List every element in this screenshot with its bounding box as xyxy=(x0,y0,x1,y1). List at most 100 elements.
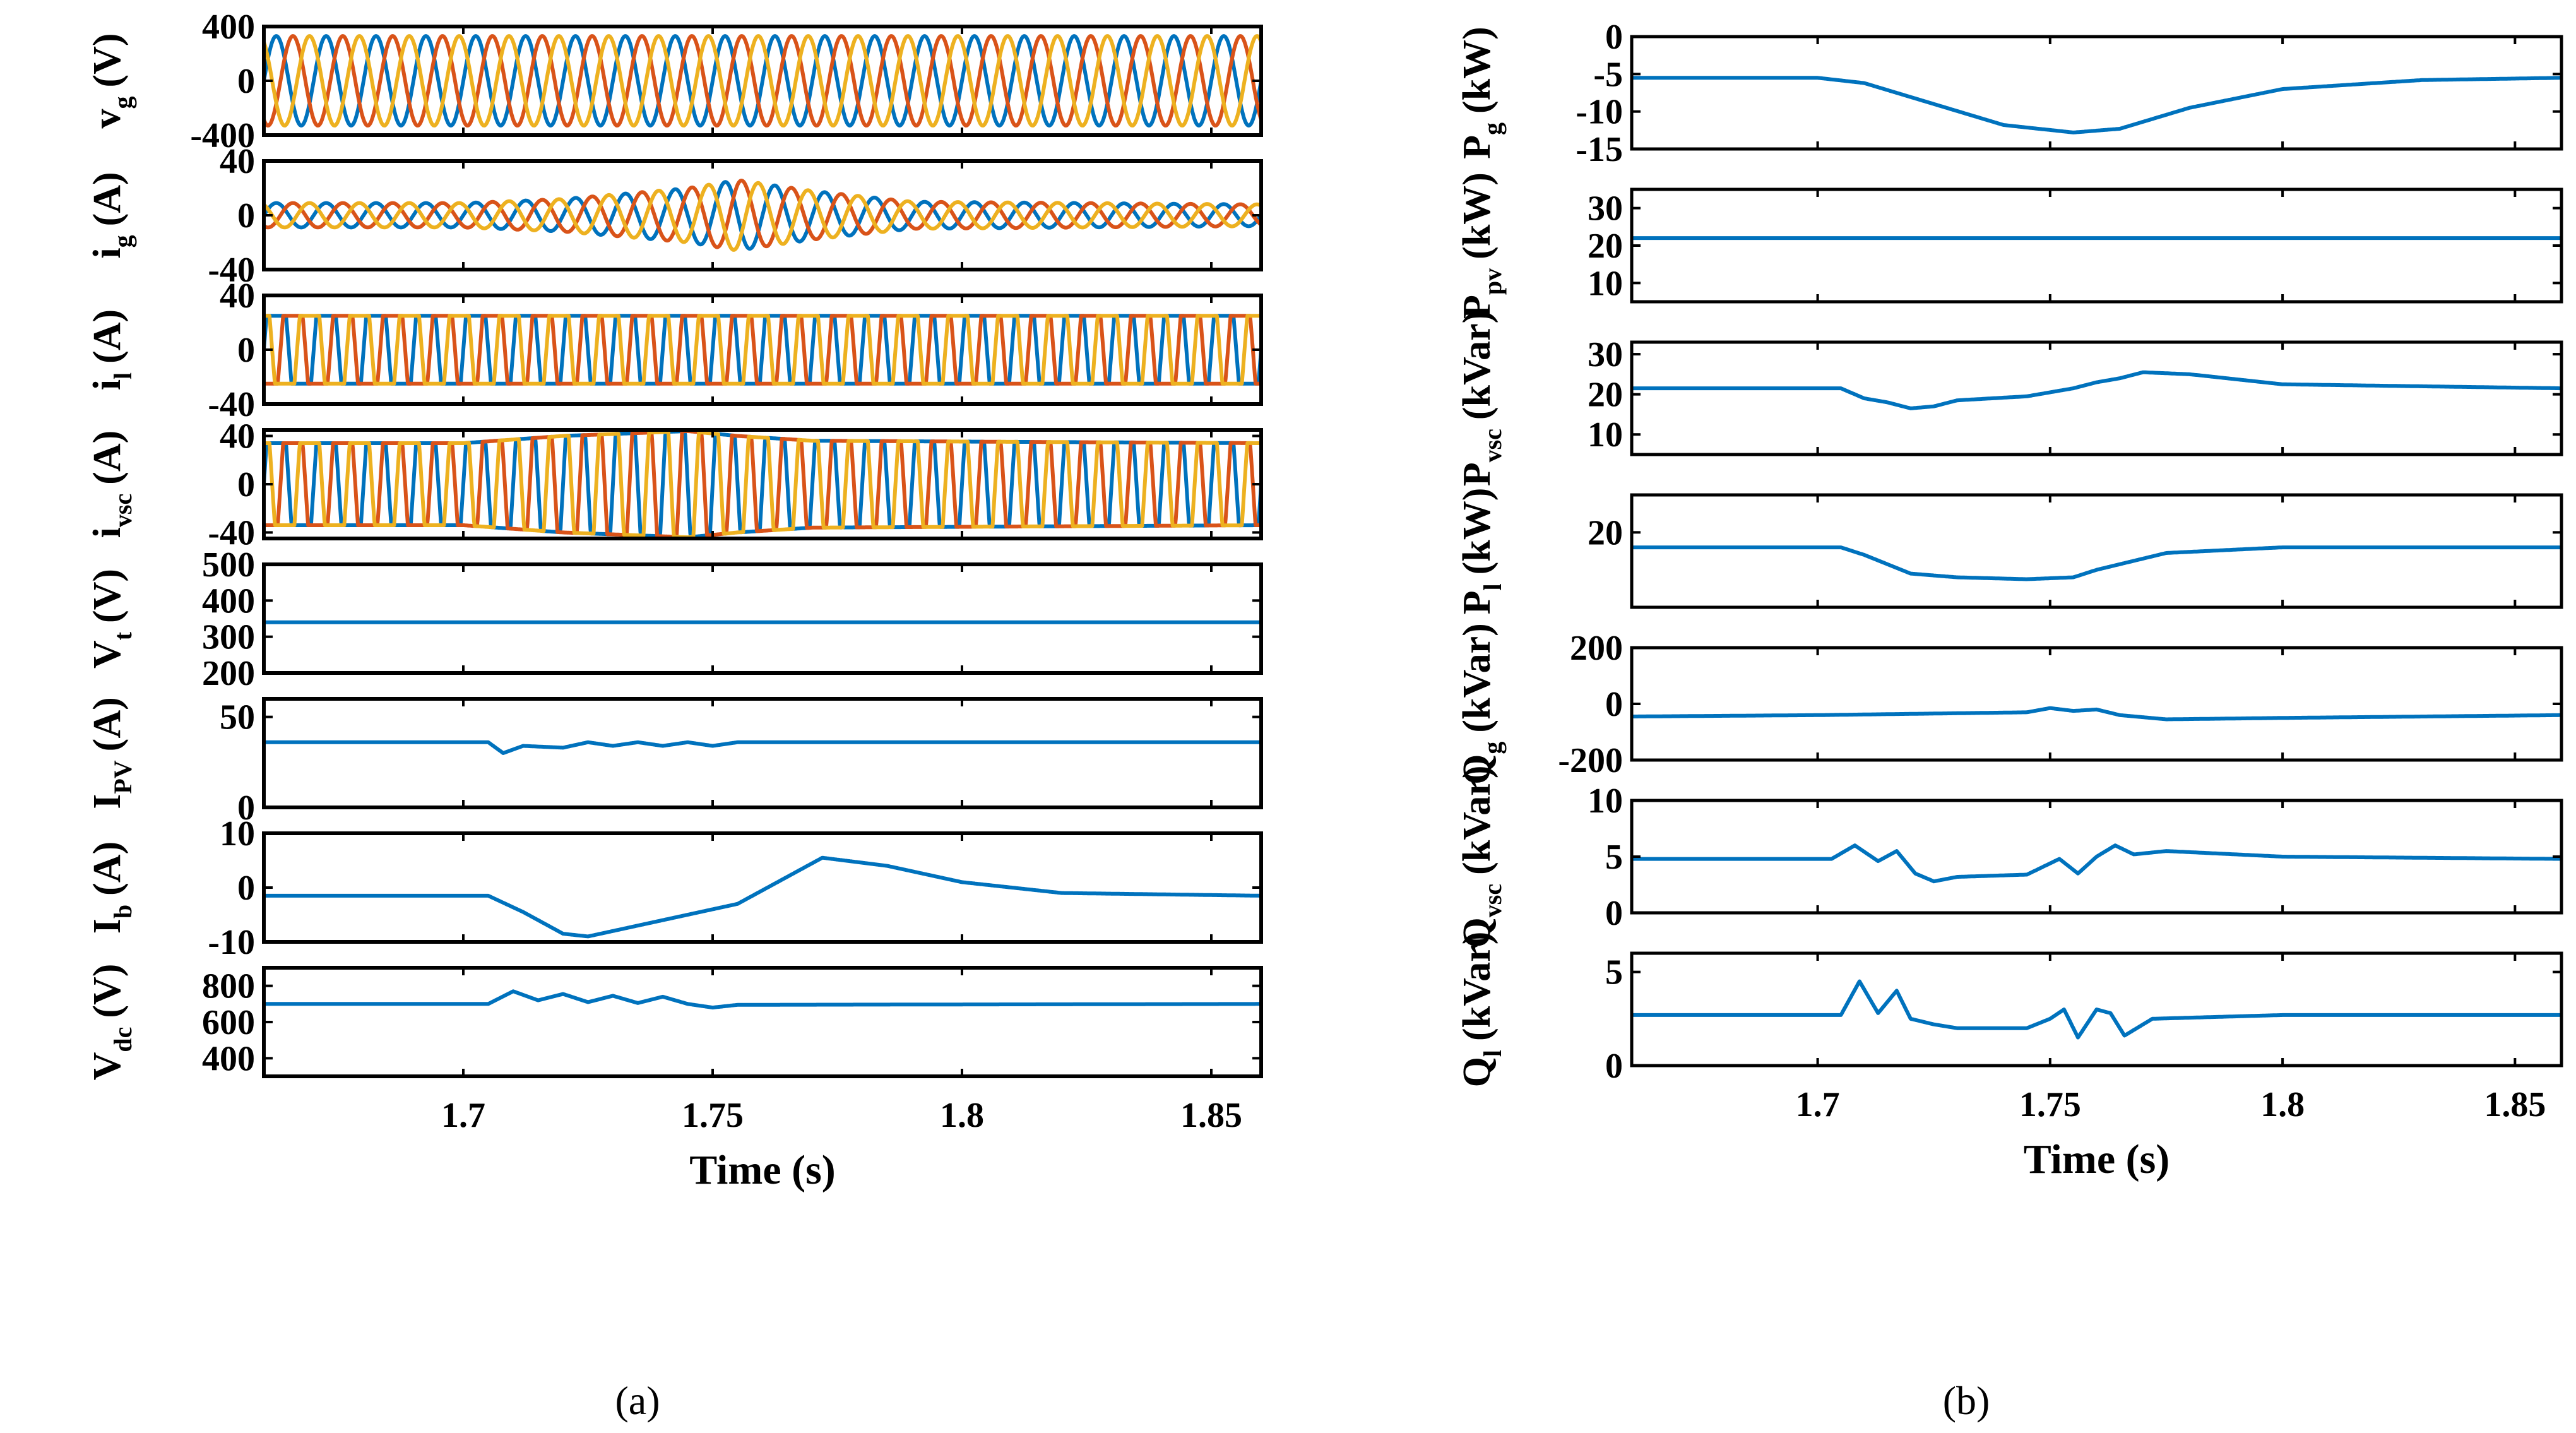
y-tick-label: 5 xyxy=(1605,838,1623,877)
series-line-vg-1 xyxy=(264,34,1261,128)
y-tick-label: -400 xyxy=(190,116,255,155)
x-axis-label: Time (s) xyxy=(2024,1136,2170,1182)
y-label-symbol: i xyxy=(86,247,129,258)
y-label-symbol: P xyxy=(1456,295,1499,319)
y-label-symbol: Q xyxy=(1456,1057,1499,1087)
series-line-ipv-1 xyxy=(264,740,1261,755)
y-axis-label-vg: vg (V) xyxy=(86,33,137,128)
y-label-subscript: l xyxy=(1478,1050,1507,1057)
y-tick-label: 10 xyxy=(1588,264,1623,303)
x-axis-label: Time (s) xyxy=(689,1147,836,1193)
y-label-unit: (A) xyxy=(86,697,129,751)
chart-panel-a: 4000-400vg(V)400-40ig(A)400-40il(A)400-4… xyxy=(86,8,1263,1193)
y-tick-label: 5 xyxy=(1605,953,1623,992)
y-tick-label: -40 xyxy=(208,385,255,424)
y-label-symbol: i xyxy=(86,527,129,538)
series-line-vdc-1 xyxy=(264,989,1261,1010)
y-label-subscript: g xyxy=(109,235,137,247)
y-label-symbol: P xyxy=(1456,135,1499,159)
y-axis-label-il: il (A) xyxy=(86,309,137,390)
y-label-symbol: P xyxy=(1456,591,1499,615)
y-label-subscript: vsc xyxy=(1478,429,1507,462)
y-label-unit: (kVar) xyxy=(1456,311,1499,420)
y-axis-label-pl: Pl (kW) xyxy=(1456,488,1507,615)
y-tick-label: 10 xyxy=(1588,782,1623,821)
series-line-ig-3 xyxy=(264,181,1261,252)
y-tick-label: 40 xyxy=(220,142,255,181)
y-label-symbol: Q xyxy=(1456,917,1499,948)
y-label-subscript: l xyxy=(109,372,137,379)
series-line-ql-1 xyxy=(1632,979,2561,1040)
subplot-ipv: 50 0 IPV (A) xyxy=(86,697,1263,828)
y-axis-label-ivsc: ivsc (A) xyxy=(86,431,137,538)
y-tick-label: 40 xyxy=(220,276,255,316)
subplot-il: 40 0 -40 il (A) xyxy=(86,276,1263,424)
axes-box-vt xyxy=(262,562,1263,675)
y-label-symbol: Q xyxy=(1456,754,1499,785)
series-line-ivsc-1 xyxy=(264,430,1261,538)
y-label-symbol: V xyxy=(86,640,129,669)
axes-box-pg xyxy=(1630,35,2563,151)
y-label-unit: (V) xyxy=(86,964,129,1018)
subplot-ql: 5 0 Ql (kVar) xyxy=(1456,932,2563,1088)
y-label-symbol: P xyxy=(1456,462,1499,486)
subplot-ib: 10 0 -10 Ib (A) xyxy=(86,814,1263,962)
axes-box-ib xyxy=(262,831,1263,944)
y-tick-label: 400 xyxy=(202,1039,255,1078)
y-tick-label: 400 xyxy=(202,8,255,47)
y-tick-label: 0 xyxy=(1605,685,1623,724)
y-tick-label: 0 xyxy=(1605,894,1623,933)
y-label-unit: (kW) xyxy=(1456,27,1499,114)
y-label-symbol: I xyxy=(86,794,129,809)
y-axis-label-ppv: Ppv (kW) xyxy=(1456,172,1507,319)
y-tick-label: 200 xyxy=(1570,629,1623,668)
subplot-pl: 20 Pl (kW) xyxy=(1456,488,2563,615)
axes-box-vdc xyxy=(262,966,1263,1078)
y-tick-label: 0 xyxy=(237,869,255,908)
subplot-pg: 0-5-10-15 Pg (kW) xyxy=(1456,18,2563,169)
y-tick-label: 20 xyxy=(1588,513,1623,552)
series-line-pl-1 xyxy=(1632,545,2561,581)
panel-label-b: (b) xyxy=(1943,1378,1990,1423)
y-tick-label: 0 xyxy=(237,331,255,370)
subplot-vg: 400 0 -400 vg (V) xyxy=(86,8,1263,155)
y-label-subscript: dc xyxy=(109,1027,137,1052)
y-label-unit: (kW) xyxy=(1456,172,1499,259)
axes-box-ql xyxy=(1630,951,2563,1067)
subplot-qvsc: 10 5 0 Qvsc (kVar) xyxy=(1456,766,2563,948)
y-tick-label: 200 xyxy=(202,654,255,693)
y-label-subscript: vsc xyxy=(109,494,137,527)
y-tick-label: 30 xyxy=(1588,335,1623,374)
y-label-subscript: pv xyxy=(1478,268,1507,295)
series-line-ig-2 xyxy=(264,179,1261,249)
x-tick-label: 1.85 xyxy=(2484,1085,2546,1124)
y-axis-label-ib: Ib (A) xyxy=(86,841,137,934)
y-tick-label: -40 xyxy=(208,251,255,290)
y-axis-label-pvsc: Pvsc (kVar) xyxy=(1456,311,1507,487)
y-tick-label: -5 xyxy=(1593,55,1623,94)
series-line-qvsc-1 xyxy=(1632,843,2561,884)
y-tick-label: 30 xyxy=(1588,189,1623,229)
y-tick-label: 300 xyxy=(202,618,255,657)
y-label-subscript: b xyxy=(109,905,137,919)
y-label-subscript: l xyxy=(1478,583,1507,590)
y-label-unit: (V) xyxy=(86,569,129,623)
y-axis-label-qg: Qg (kVar) xyxy=(1456,623,1507,785)
y-axis-label-ipv: IPV (A) xyxy=(86,697,137,809)
y-label-unit: (A) xyxy=(86,431,129,485)
series-line-ivsc-2 xyxy=(264,430,1261,538)
x-tick-label: 1.85 xyxy=(1180,1096,1242,1135)
y-axis-label-ql: Ql (kVar) xyxy=(1456,932,1507,1088)
series-line-il-1 xyxy=(264,314,1261,386)
y-label-subscript: g xyxy=(1478,122,1507,135)
subplot-qg: 200 0 -200 Qg (kVar) xyxy=(1456,623,2563,785)
y-axis-label-pg: Pg (kW) xyxy=(1456,27,1507,159)
series-line-ig-1 xyxy=(264,180,1261,251)
y-label-unit: (kVar) xyxy=(1456,932,1499,1041)
y-tick-label: 20 xyxy=(1588,227,1623,266)
x-tick-label: 1.75 xyxy=(682,1096,744,1135)
series-line-pg-1 xyxy=(1632,76,2561,134)
y-tick-label: 0 xyxy=(237,196,255,235)
